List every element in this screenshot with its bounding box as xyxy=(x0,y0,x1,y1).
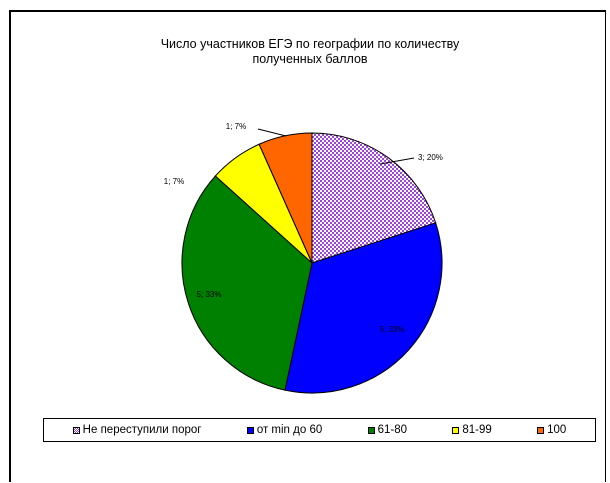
legend-label-not-passed: Не переступили порог xyxy=(82,424,202,436)
legend-item-not-passed: Не переступили порог xyxy=(72,424,202,436)
pie-slice-not-passed xyxy=(311,132,437,264)
data-label-61-80: 5; 33% xyxy=(197,290,222,299)
legend-label-min-60: от min до 60 xyxy=(256,424,323,436)
legend-label-100: 100 xyxy=(547,424,567,436)
legend-swatch-61-80 xyxy=(367,426,375,434)
legend-item-81-99: 81-99 xyxy=(452,424,492,436)
data-label-not-passed: 3; 20% xyxy=(418,153,443,162)
data-label-min-60: 5; 33% xyxy=(380,325,405,334)
chart-legend: Не переступили порог от min до 60 61-80 … xyxy=(43,418,596,442)
legend-swatch-min-60 xyxy=(246,426,254,434)
legend-label-61-80: 61-80 xyxy=(377,424,408,436)
legend-swatch-100 xyxy=(537,426,545,434)
chart-title-line-2: полученных баллов xyxy=(252,52,368,66)
pie-slice-61-80 xyxy=(181,175,313,391)
legend-swatch-81-99 xyxy=(452,426,460,434)
legend-item-min-60: от min до 60 xyxy=(246,424,323,436)
leader-line-100 xyxy=(257,128,287,137)
legend-item-100: 100 xyxy=(537,424,566,436)
legend-swatch-not-passed xyxy=(72,426,80,434)
leader-line-not-passed xyxy=(379,157,415,165)
legend-label-81-99: 81-99 xyxy=(462,424,492,436)
chart-title-line-1: Число участников ЕГЭ по географии по кол… xyxy=(160,37,460,51)
data-label-100: 1; 7% xyxy=(226,122,246,131)
legend-item-61-80: 61-80 xyxy=(367,424,408,436)
chart-title: Число участников ЕГЭ по географии по кол… xyxy=(60,37,560,67)
pie-slice-min-60 xyxy=(284,222,443,394)
data-label-81-99: 1; 7% xyxy=(164,177,184,186)
